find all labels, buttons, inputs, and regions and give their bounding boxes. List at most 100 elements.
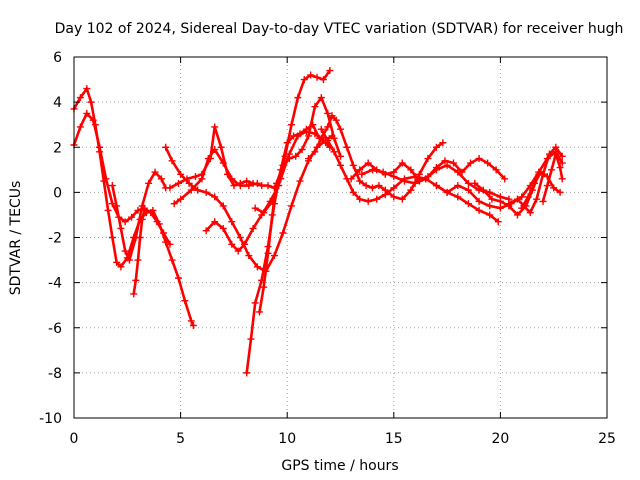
data-point bbox=[390, 184, 398, 192]
data-point bbox=[243, 369, 251, 377]
data-point bbox=[475, 197, 483, 205]
data-point bbox=[277, 175, 285, 183]
y-tick-label: 0 bbox=[53, 185, 62, 201]
data-point bbox=[140, 206, 148, 214]
data-point bbox=[422, 175, 430, 183]
data-point bbox=[241, 240, 249, 248]
data-point bbox=[324, 109, 332, 117]
data-point bbox=[454, 193, 462, 201]
data-point bbox=[302, 127, 310, 135]
data-point bbox=[283, 139, 291, 147]
data-point bbox=[174, 179, 182, 187]
x-tick-label: 20 bbox=[491, 431, 509, 447]
data-point bbox=[324, 136, 332, 144]
data-point bbox=[151, 168, 159, 176]
data-point bbox=[134, 256, 142, 264]
data-point bbox=[76, 94, 84, 102]
data-point bbox=[492, 166, 500, 174]
data-point bbox=[467, 159, 475, 167]
data-point bbox=[268, 211, 276, 219]
data-point bbox=[464, 200, 472, 208]
data-point bbox=[349, 161, 357, 169]
data-point bbox=[166, 184, 174, 192]
data-point bbox=[454, 168, 462, 176]
data-point bbox=[548, 166, 556, 174]
axis-ticks: 0 5 10 15 20 25 -10 -8 -6 -4 -2 0 2 4 6 bbox=[39, 50, 616, 447]
data-point bbox=[558, 175, 566, 183]
data-point bbox=[424, 155, 432, 163]
data-point bbox=[343, 143, 351, 151]
data-point bbox=[398, 159, 406, 167]
data-point bbox=[279, 229, 287, 237]
data-point bbox=[313, 73, 321, 81]
data-point bbox=[305, 155, 313, 163]
data-point bbox=[298, 146, 306, 154]
series-arc10 bbox=[255, 94, 344, 316]
data-point bbox=[121, 247, 129, 255]
data-point bbox=[258, 182, 266, 190]
data-point bbox=[439, 139, 447, 147]
data-point bbox=[249, 224, 257, 232]
y-tick-label: 6 bbox=[53, 50, 62, 66]
data-point bbox=[157, 175, 165, 183]
data-point bbox=[202, 188, 210, 196]
y-tick-label: -2 bbox=[48, 231, 62, 247]
data-point bbox=[545, 150, 553, 158]
data-point bbox=[332, 116, 340, 124]
data-point bbox=[270, 252, 278, 260]
data-point bbox=[488, 195, 496, 203]
series-trace bbox=[72, 112, 172, 246]
data-point bbox=[189, 321, 197, 329]
data-point bbox=[177, 195, 185, 203]
data-point bbox=[287, 202, 295, 210]
data-point bbox=[471, 179, 479, 187]
y-tick-label: -8 bbox=[48, 366, 62, 382]
data-point bbox=[349, 188, 357, 196]
data-point bbox=[264, 182, 272, 190]
data-point bbox=[183, 175, 191, 183]
data-point bbox=[390, 173, 398, 181]
data-point bbox=[307, 71, 315, 79]
data-point bbox=[505, 200, 513, 208]
data-point bbox=[145, 179, 153, 187]
data-point bbox=[168, 256, 176, 264]
data-point bbox=[432, 182, 440, 190]
y-tick-label: 4 bbox=[53, 95, 62, 111]
data-point bbox=[526, 209, 534, 217]
data-point bbox=[356, 195, 364, 203]
data-point bbox=[147, 209, 155, 217]
data-point bbox=[236, 182, 244, 190]
y-axis-label: SDTVAR / TECUs bbox=[8, 181, 24, 296]
data-point bbox=[337, 152, 344, 160]
data-point bbox=[362, 182, 370, 190]
data-point bbox=[330, 148, 338, 156]
data-point bbox=[89, 116, 97, 124]
x-tick-label: 10 bbox=[278, 431, 296, 447]
data-point bbox=[407, 166, 415, 174]
data-point bbox=[253, 263, 261, 271]
data-point bbox=[305, 132, 313, 140]
data-point bbox=[117, 224, 125, 232]
data-point bbox=[432, 166, 440, 174]
data-point bbox=[260, 283, 268, 291]
series-arc7 bbox=[170, 146, 261, 208]
data-point bbox=[317, 94, 325, 102]
data-point bbox=[128, 213, 136, 221]
data-point bbox=[543, 173, 551, 181]
data-point bbox=[328, 112, 336, 120]
data-point bbox=[513, 195, 521, 203]
data-point bbox=[236, 234, 244, 241]
series-arc12 bbox=[305, 112, 447, 203]
data-point bbox=[550, 184, 558, 192]
data-point bbox=[138, 202, 146, 210]
data-point bbox=[518, 204, 526, 212]
data-point bbox=[294, 132, 302, 140]
data-point bbox=[251, 204, 259, 212]
series-arc4 bbox=[130, 206, 148, 298]
data-point bbox=[132, 276, 140, 284]
data-point bbox=[486, 211, 494, 219]
data-point bbox=[245, 182, 253, 190]
data-point bbox=[326, 67, 334, 75]
data-point bbox=[364, 159, 372, 167]
data-point bbox=[228, 218, 236, 226]
